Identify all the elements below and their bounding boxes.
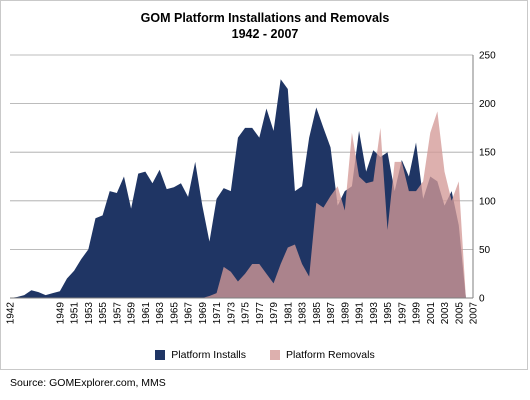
legend-item-installs: Platform Installs [155, 349, 246, 361]
y-tick-label: 50 [479, 245, 491, 256]
x-tick-label: 1985 [312, 302, 323, 325]
legend-label-installs: Platform Installs [171, 349, 246, 361]
legend-label-removals: Platform Removals [286, 349, 375, 361]
x-tick-label: 1991 [355, 302, 366, 325]
legend: Platform Installs Platform Removals [0, 349, 530, 361]
x-tick-label: 1995 [383, 302, 394, 325]
x-tick-label: 1997 [397, 302, 408, 325]
x-tick-label: 1967 [184, 302, 195, 325]
y-tick-labels: 0 50 100 150 200 250 [479, 51, 496, 305]
x-tick-label: 1993 [369, 302, 380, 325]
x-tick-label: 1942 [6, 302, 17, 325]
x-tick-label: 1963 [155, 302, 166, 325]
y-tick-label: 100 [479, 196, 496, 207]
x-tick-label: 1955 [98, 302, 109, 325]
x-tick-label: 1965 [169, 302, 180, 325]
area-layer [10, 79, 473, 298]
y-tick-label: 0 [479, 294, 485, 305]
legend-item-removals: Platform Removals [270, 349, 375, 361]
x-tick-label: 2007 [469, 302, 480, 325]
x-tick-label: 1953 [84, 302, 95, 325]
x-tick-label: 1981 [283, 302, 294, 325]
x-tick-label: 1999 [412, 302, 423, 325]
x-tick-label: 1969 [198, 302, 209, 325]
area-series-platform-removals [10, 111, 473, 298]
x-tick-label: 1971 [212, 302, 223, 325]
y-tick-label: 150 [479, 148, 496, 159]
source-note: Source: GOMExplorer.com, MMS [10, 377, 166, 389]
x-tick-label: 1989 [340, 302, 351, 325]
x-tick-label: 1973 [226, 302, 237, 325]
x-tick-label: 1959 [127, 302, 138, 325]
axes [10, 55, 474, 299]
x-tick-label: 2003 [440, 302, 451, 325]
x-tick-label: 1961 [141, 302, 152, 325]
x-tick-label: 2001 [426, 302, 437, 325]
legend-swatch-removals [270, 350, 280, 360]
x-tick-label: 1979 [269, 302, 280, 325]
y-tick-label: 250 [479, 51, 496, 62]
y-tick-label: 200 [479, 99, 496, 110]
x-tick-label: 2005 [454, 302, 465, 325]
x-tick-label: 1987 [326, 302, 337, 325]
x-tick-label: 1977 [255, 302, 266, 325]
x-tick-label: 1983 [298, 302, 309, 325]
x-tick-label: 1957 [112, 302, 123, 325]
x-tick-label: 1975 [241, 302, 252, 325]
x-tick-label: 1951 [70, 302, 81, 325]
chart-title: GOM Platform Installations and Removals [140, 11, 390, 25]
chart-subtitle: 1942 - 2007 [231, 27, 299, 41]
legend-swatch-installs [155, 350, 166, 360]
x-tick-label: 1949 [55, 302, 66, 325]
x-tick-labels: 1942 1949 1951 1953 1955 1957 1959 1961 1963 1965… [6, 302, 480, 325]
